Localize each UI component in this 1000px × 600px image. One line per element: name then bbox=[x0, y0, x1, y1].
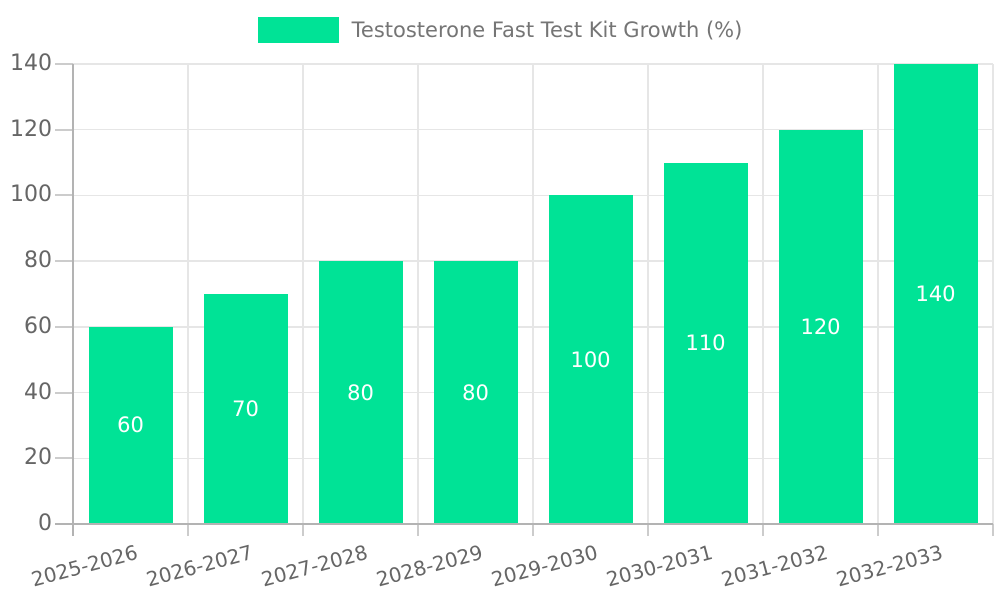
y-axis-tick-label: 120 bbox=[10, 116, 52, 142]
x-gridline bbox=[417, 64, 419, 524]
x-axis-tick bbox=[532, 524, 534, 536]
x-gridline bbox=[532, 64, 534, 524]
y-axis-tick-label: 60 bbox=[24, 313, 52, 339]
x-gridline bbox=[302, 64, 304, 524]
legend-label: Testosterone Fast Test Kit Growth (%) bbox=[351, 18, 743, 42]
bar-value-label: 120 bbox=[800, 314, 841, 339]
bar-2027-2028[interactable] bbox=[318, 261, 403, 524]
bar-value-label: 110 bbox=[685, 331, 726, 356]
y-axis-tick-label: 0 bbox=[38, 511, 52, 536]
x-axis-tick bbox=[877, 524, 879, 536]
x-axis-tick bbox=[302, 524, 304, 536]
x-gridline bbox=[187, 64, 189, 524]
bar-2030-2031[interactable] bbox=[663, 162, 748, 524]
legend-swatch bbox=[257, 17, 339, 43]
y-axis-tick-label: 80 bbox=[24, 248, 52, 274]
x-gridline bbox=[647, 64, 649, 524]
y-axis-tick bbox=[55, 128, 73, 131]
legend-item[interactable]: Testosterone Fast Test Kit Growth (%) bbox=[0, 17, 1000, 43]
bar-value-label: 80 bbox=[462, 380, 489, 405]
bar-2031-2032[interactable] bbox=[778, 129, 863, 524]
bar-value-label: 60 bbox=[117, 413, 144, 438]
x-gridline bbox=[877, 64, 879, 524]
bar-value-label: 100 bbox=[570, 347, 611, 372]
bar-value-label: 80 bbox=[347, 380, 374, 405]
x-gridline bbox=[992, 64, 994, 524]
y-axis-tick bbox=[55, 391, 73, 394]
y-axis-line bbox=[72, 64, 74, 536]
bar-2028-2029[interactable] bbox=[433, 261, 518, 524]
bar-2025-2026[interactable] bbox=[88, 326, 173, 524]
bar-2029-2030[interactable] bbox=[548, 195, 633, 524]
x-axis-tick bbox=[187, 524, 189, 536]
y-axis-tick bbox=[55, 523, 73, 525]
x-axis-tick bbox=[647, 524, 649, 536]
x-gridline bbox=[762, 64, 764, 524]
y-axis-tick bbox=[55, 325, 73, 328]
x-axis-tick bbox=[992, 524, 994, 536]
y-axis-tick-label: 20 bbox=[24, 445, 52, 471]
x-axis-line bbox=[73, 523, 993, 525]
y-axis-tick bbox=[55, 194, 73, 197]
bar-2026-2027[interactable] bbox=[203, 294, 288, 524]
bar-value-label: 70 bbox=[232, 397, 259, 421]
bar-value-label: 140 bbox=[915, 282, 956, 306]
x-axis-tick bbox=[417, 524, 419, 536]
y-axis-tick bbox=[55, 457, 73, 460]
y-axis-tick bbox=[55, 63, 73, 65]
y-axis-tick-label: 140 bbox=[10, 51, 52, 76]
y-axis-tick bbox=[55, 260, 73, 263]
y-axis-tick-label: 100 bbox=[10, 182, 52, 208]
bar-2032-2033[interactable] bbox=[893, 64, 978, 524]
x-axis-tick bbox=[762, 524, 764, 536]
y-axis-tick-label: 40 bbox=[24, 379, 52, 405]
